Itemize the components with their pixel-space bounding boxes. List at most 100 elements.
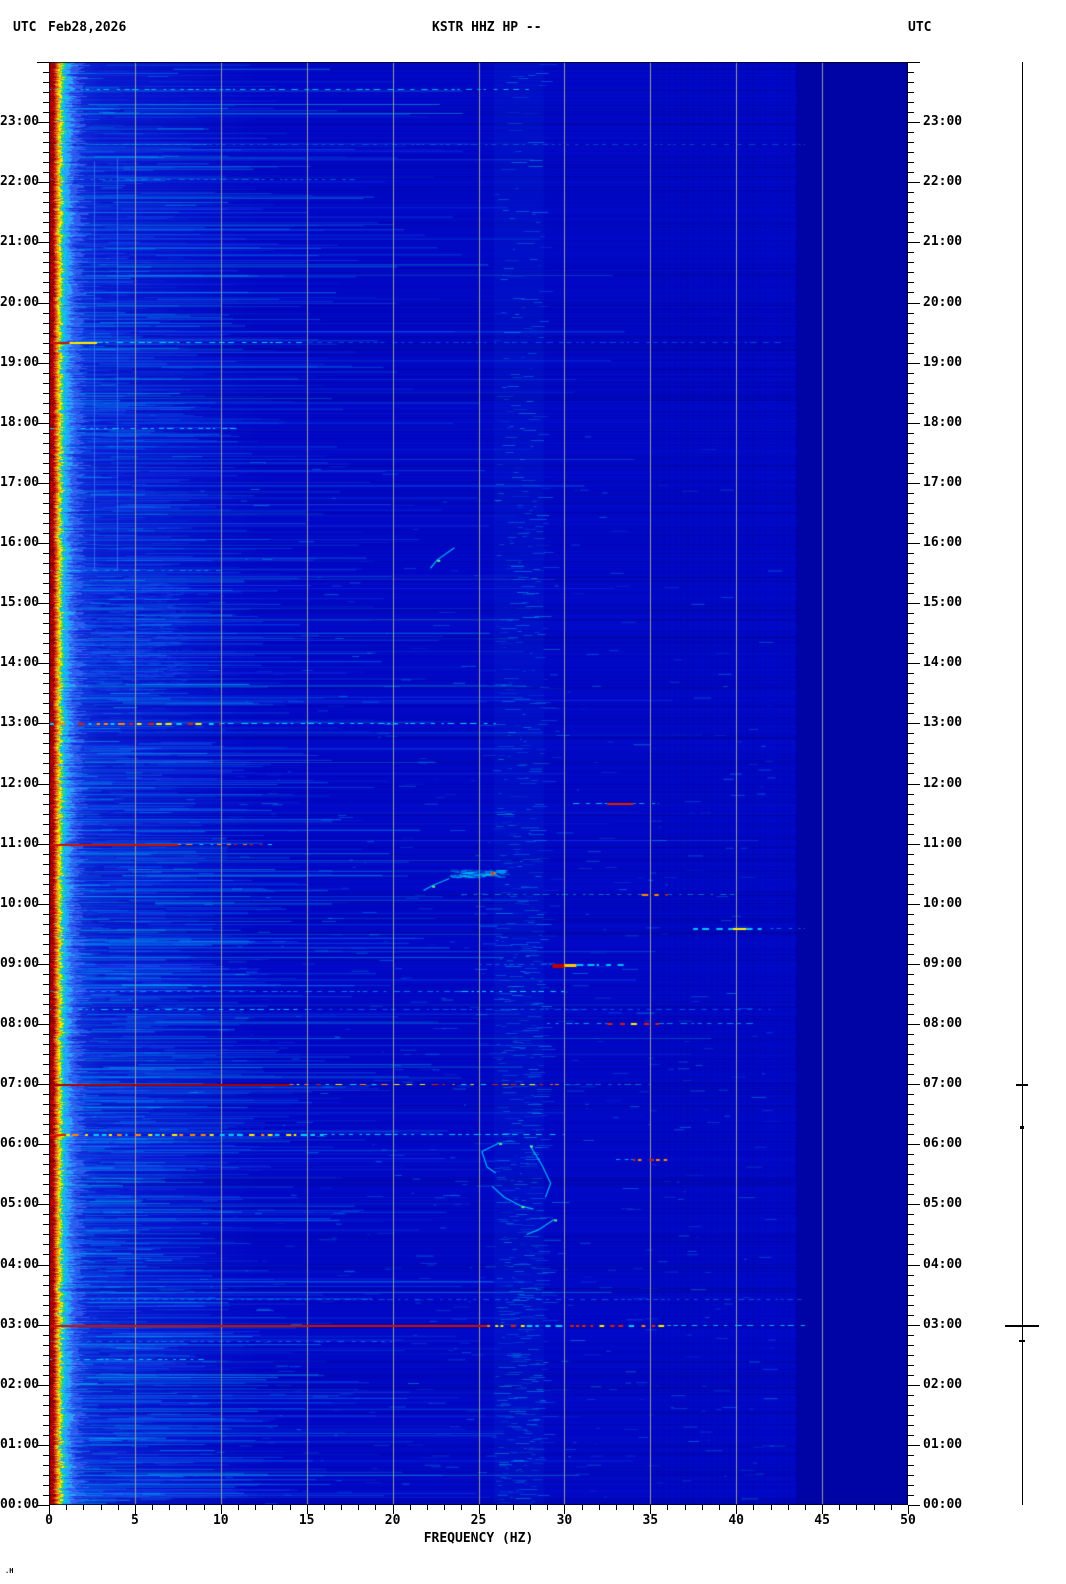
freq-tick: [461, 1505, 462, 1510]
time-tick-right: [908, 723, 920, 724]
freq-tick: [805, 1505, 806, 1510]
time-tick-left: [43, 1064, 49, 1065]
time-tick-left: [43, 383, 49, 384]
time-tick-right: [908, 1184, 914, 1185]
time-tick-right: [908, 72, 914, 73]
time-tick-right: [908, 152, 914, 153]
freq-tick: [685, 1505, 686, 1510]
time-tick-right: [908, 1475, 914, 1476]
time-tick-right: [908, 162, 914, 163]
time-label-left: 21:00: [0, 234, 40, 249]
time-label-right: 08:00: [923, 1016, 963, 1031]
freq-tick: [856, 1505, 857, 1510]
time-tick-left: [43, 132, 49, 133]
time-tick-right: [908, 683, 914, 684]
time-tick-left: [37, 1024, 49, 1025]
time-tick-left: [43, 934, 49, 935]
time-tick-left: [37, 1144, 49, 1145]
time-tick-right: [908, 493, 914, 494]
spectrogram-canvas: [49, 62, 908, 1505]
time-label-right: 15:00: [923, 595, 963, 610]
trace-blip: [1016, 1084, 1028, 1086]
time-label-right: 02:00: [923, 1377, 963, 1392]
time-tick-left: [43, 463, 49, 464]
freq-tick: [753, 1505, 754, 1510]
time-tick-right: [908, 824, 914, 825]
time-tick-left: [37, 603, 49, 604]
freq-tick: [702, 1505, 703, 1510]
time-tick-left: [43, 994, 49, 995]
time-tick-left: [43, 1435, 49, 1436]
time-tick-right: [908, 363, 920, 364]
time-tick-left: [43, 1415, 49, 1416]
freq-tick: [427, 1505, 428, 1510]
time-tick-right: [908, 1305, 914, 1306]
time-tick-right: [908, 172, 914, 173]
time-tick-left: [43, 343, 49, 344]
time-tick-left: [43, 1094, 49, 1095]
time-tick-left: [43, 834, 49, 835]
time-label-right: 03:00: [923, 1317, 963, 1332]
time-tick-right: [908, 583, 914, 584]
time-label-left: 14:00: [0, 655, 40, 670]
time-tick-right: [908, 673, 914, 674]
time-tick-right: [908, 112, 914, 113]
corner-glyph: .H: [5, 1567, 14, 1575]
time-tick-right: [908, 1034, 914, 1035]
time-tick-left: [43, 1315, 49, 1316]
freq-tick: [616, 1505, 617, 1510]
trace-blip: [1005, 1325, 1039, 1327]
time-tick-right: [908, 1445, 920, 1446]
time-tick-right: [908, 1014, 914, 1015]
time-tick-right: [908, 984, 914, 985]
time-tick-right: [908, 1104, 914, 1105]
time-tick-right: [908, 1054, 914, 1055]
time-label-left: 02:00: [0, 1377, 40, 1392]
time-tick-right: [908, 1315, 914, 1316]
time-tick-left: [43, 282, 49, 283]
freq-tick-label: 15: [298, 1513, 315, 1528]
time-tick-right: [908, 1194, 914, 1195]
time-tick-left: [43, 1054, 49, 1055]
time-tick-right: [908, 974, 914, 975]
freq-tick: [118, 1505, 119, 1510]
time-tick-left: [43, 1074, 49, 1075]
time-tick-right: [908, 262, 914, 263]
time-tick-right: [908, 1335, 914, 1336]
time-label-left: 18:00: [0, 415, 40, 430]
time-tick-right: [908, 844, 920, 845]
freq-tick: [822, 1505, 823, 1514]
freq-tick: [547, 1505, 548, 1510]
time-tick-left: [37, 242, 49, 243]
time-label-right: 19:00: [923, 355, 963, 370]
time-tick-left: [37, 1084, 49, 1085]
time-tick-right: [908, 834, 914, 835]
time-tick-right: [908, 954, 914, 955]
time-tick-right: [908, 1214, 914, 1215]
freq-tick: [152, 1505, 153, 1510]
time-tick-left: [43, 493, 49, 494]
time-label-left: 01:00: [0, 1437, 40, 1452]
time-tick-left: [43, 152, 49, 153]
time-tick-left: [43, 533, 49, 534]
freq-tick-label: 25: [470, 1513, 487, 1528]
time-tick-left: [43, 202, 49, 203]
time-tick-right: [908, 1094, 914, 1095]
time-tick-right: [908, 202, 914, 203]
time-label-right: 13:00: [923, 715, 963, 730]
time-tick-left: [43, 262, 49, 263]
time-tick-right: [908, 1004, 914, 1005]
time-tick-right: [908, 373, 914, 374]
time-tick-right: [908, 814, 914, 815]
time-tick-right: [908, 313, 914, 314]
time-tick-right: [908, 1164, 914, 1165]
time-tick-left: [43, 353, 49, 354]
time-tick-left: [43, 693, 49, 694]
time-tick-left: [43, 1034, 49, 1035]
time-tick-right: [908, 533, 914, 534]
time-tick-right: [908, 794, 914, 795]
time-tick-left: [43, 703, 49, 704]
time-tick-left: [43, 473, 49, 474]
time-tick-left: [37, 122, 49, 123]
time-tick-left: [43, 313, 49, 314]
